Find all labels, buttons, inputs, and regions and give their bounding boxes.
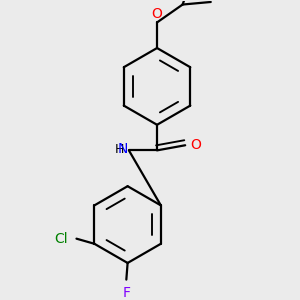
Text: Cl: Cl [54, 232, 68, 246]
Text: O: O [190, 138, 201, 152]
Text: F: F [122, 286, 130, 300]
Text: N: N [117, 142, 128, 156]
Text: H: H [114, 142, 124, 156]
Text: O: O [152, 7, 163, 20]
